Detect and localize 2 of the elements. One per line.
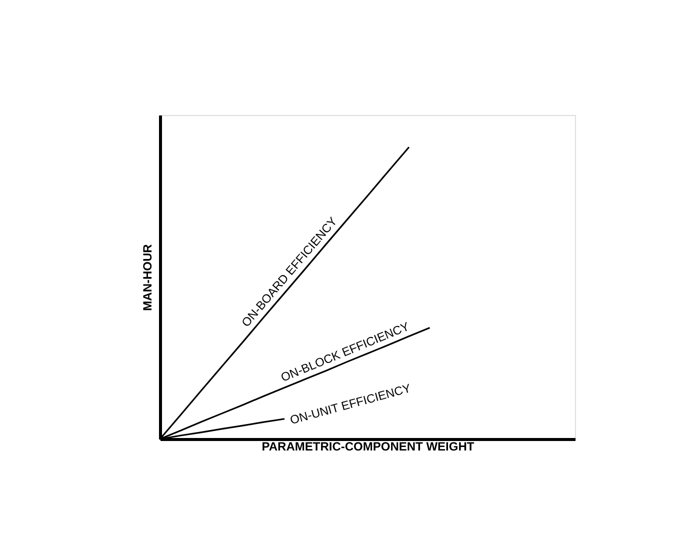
x-axis-title: PARAMETRIC-COMPONENT WEIGHT bbox=[262, 440, 475, 454]
y-axis-title: MAN-HOUR bbox=[140, 244, 154, 311]
